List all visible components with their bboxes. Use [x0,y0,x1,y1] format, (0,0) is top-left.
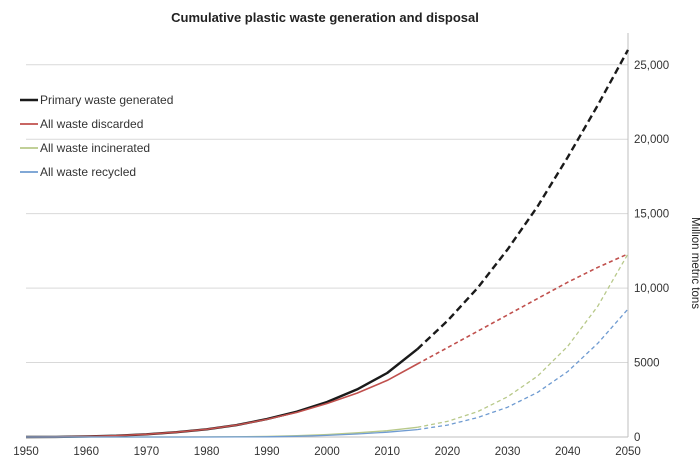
x-tick-label: 2050 [615,446,641,458]
x-axis-ticks: 1950 1960 1970 1980 1990 2000 2010 2020 2030 2040… [13,446,641,458]
y-tick-label: 25,000 [634,60,669,72]
x-tick-label: 2020 [435,446,461,458]
y-tick-label: 10,000 [634,283,669,295]
series-line-observed [26,428,418,438]
legend-label: All waste discarded [40,117,143,131]
legend: Primary waste generated All waste discard… [20,93,173,179]
y-tick-label: 15,000 [634,209,669,221]
y-tick-label: 20,000 [634,134,669,146]
x-tick-label: 2010 [374,446,400,458]
series-line-projected [416,253,629,365]
x-tick-label: 1950 [13,446,39,458]
x-tick-label: 2040 [555,446,581,458]
y-axis-label: Million metric tons [689,217,700,309]
y-axis-ticks: 0 5000 10,000 15,000 20,000 25,000 [634,60,669,444]
gridlines [26,33,629,438]
x-tick-label: 2000 [314,446,340,458]
y-tick-label: 5000 [634,358,660,370]
x-tick-label: 1990 [254,446,280,458]
x-tick-label: 1980 [194,446,220,458]
series-line-projected [416,49,630,351]
series-line-observed [25,363,418,438]
legend-label: All waste recycled [40,165,136,179]
chart-title: Cumulative plastic waste generation and … [171,10,479,25]
y-tick-label: 0 [634,432,640,444]
x-tick-label: 1970 [134,446,160,458]
series-lines [25,49,630,439]
x-tick-label: 2030 [495,446,521,458]
legend-label: Primary waste generated [40,93,173,107]
series-line-projected [417,308,629,431]
x-tick-label: 1960 [73,446,99,458]
legend-label: All waste incinerated [40,141,150,155]
series-line-projected [417,253,629,428]
